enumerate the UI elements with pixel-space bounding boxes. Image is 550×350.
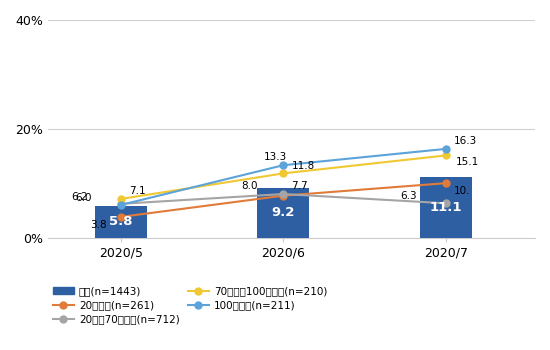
Text: 8.0: 8.0 [241,181,257,191]
20年未満(n=261) [280,194,287,198]
20年未満(n=261) [442,181,449,185]
Text: 13.3: 13.3 [263,152,287,162]
70年以上100年未満(n=210) [442,153,449,158]
Bar [420,177,472,238]
Line: 100年以上(n=211): 100年以上(n=211) [117,146,449,208]
Text: 3.8: 3.8 [90,219,106,230]
Text: 11.1: 11.1 [430,201,462,214]
20年未満(n=261) [118,215,124,219]
70年以上100年未満(n=210) [280,171,287,175]
Line: 70年以上100年未満(n=210): 70年以上100年未満(n=210) [117,152,449,202]
20年以70年未満(n=712) [442,201,449,205]
Legend: 全体(n=1443), 20年未満(n=261), 20年以70年未満(n=712), 70年以上100年未満(n=210), 100年以上(n=211): 全体(n=1443), 20年未満(n=261), 20年以70年未満(n=71… [53,286,327,324]
Text: 5.8: 5.8 [109,215,133,228]
100年以上(n=211) [118,203,124,207]
Bar [95,206,147,238]
Text: 7.7: 7.7 [292,181,308,191]
Line: 20年未満(n=261): 20年未満(n=261) [117,180,449,220]
20年以70年未満(n=712) [118,202,124,206]
Text: 6.0: 6.0 [75,193,92,203]
Text: 6.2: 6.2 [72,192,89,202]
Text: 9.2: 9.2 [272,206,295,219]
70年以上100年未満(n=210) [118,197,124,201]
Text: 6.3: 6.3 [400,191,416,201]
Bar [257,188,309,238]
Line: 20年以70年未満(n=712): 20年以70年未満(n=712) [117,190,449,207]
Text: 10.: 10. [454,186,470,196]
100年以上(n=211) [280,163,287,167]
100年以上(n=211) [442,147,449,151]
Text: 11.8: 11.8 [292,161,315,171]
20年以70年未満(n=712) [280,192,287,196]
Text: 7.1: 7.1 [129,186,146,196]
Text: 15.1: 15.1 [455,157,478,167]
Text: 16.3: 16.3 [454,136,477,146]
